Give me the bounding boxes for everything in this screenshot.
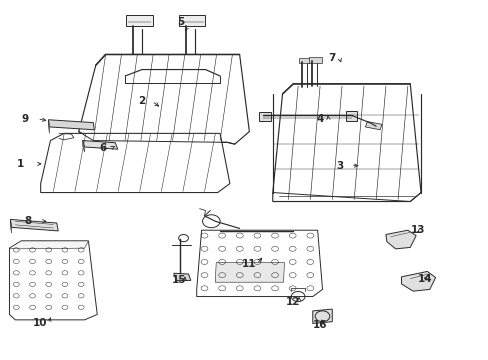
Text: 11: 11 xyxy=(242,259,256,269)
Polygon shape xyxy=(179,15,205,26)
Text: 13: 13 xyxy=(409,225,424,235)
Polygon shape xyxy=(41,134,229,193)
Polygon shape xyxy=(9,241,88,249)
Polygon shape xyxy=(215,262,284,282)
Polygon shape xyxy=(272,84,420,202)
Text: 6: 6 xyxy=(99,143,106,153)
Polygon shape xyxy=(299,58,311,63)
Polygon shape xyxy=(82,140,118,149)
Text: 16: 16 xyxy=(312,320,326,330)
Polygon shape xyxy=(312,309,331,323)
Text: 12: 12 xyxy=(285,297,300,307)
Text: 7: 7 xyxy=(328,53,335,63)
Text: 1: 1 xyxy=(17,159,24,169)
Polygon shape xyxy=(345,111,356,121)
Polygon shape xyxy=(79,54,249,144)
Text: 9: 9 xyxy=(21,114,29,124)
Text: 3: 3 xyxy=(335,161,343,171)
Polygon shape xyxy=(308,57,321,63)
Polygon shape xyxy=(82,140,84,152)
Text: 8: 8 xyxy=(24,216,31,226)
Polygon shape xyxy=(173,273,190,280)
Polygon shape xyxy=(9,241,97,320)
Polygon shape xyxy=(126,15,153,26)
Text: 15: 15 xyxy=(171,275,185,285)
Text: 14: 14 xyxy=(417,274,431,284)
Text: 2: 2 xyxy=(138,96,145,106)
Polygon shape xyxy=(385,230,415,249)
Polygon shape xyxy=(48,120,94,130)
Text: 4: 4 xyxy=(316,114,323,124)
Polygon shape xyxy=(48,120,49,134)
Polygon shape xyxy=(196,230,322,297)
Polygon shape xyxy=(259,112,271,121)
Text: 5: 5 xyxy=(177,17,184,27)
Polygon shape xyxy=(401,271,435,291)
Polygon shape xyxy=(365,122,381,130)
Polygon shape xyxy=(10,220,58,231)
Polygon shape xyxy=(10,220,11,233)
Text: 10: 10 xyxy=(32,319,47,328)
